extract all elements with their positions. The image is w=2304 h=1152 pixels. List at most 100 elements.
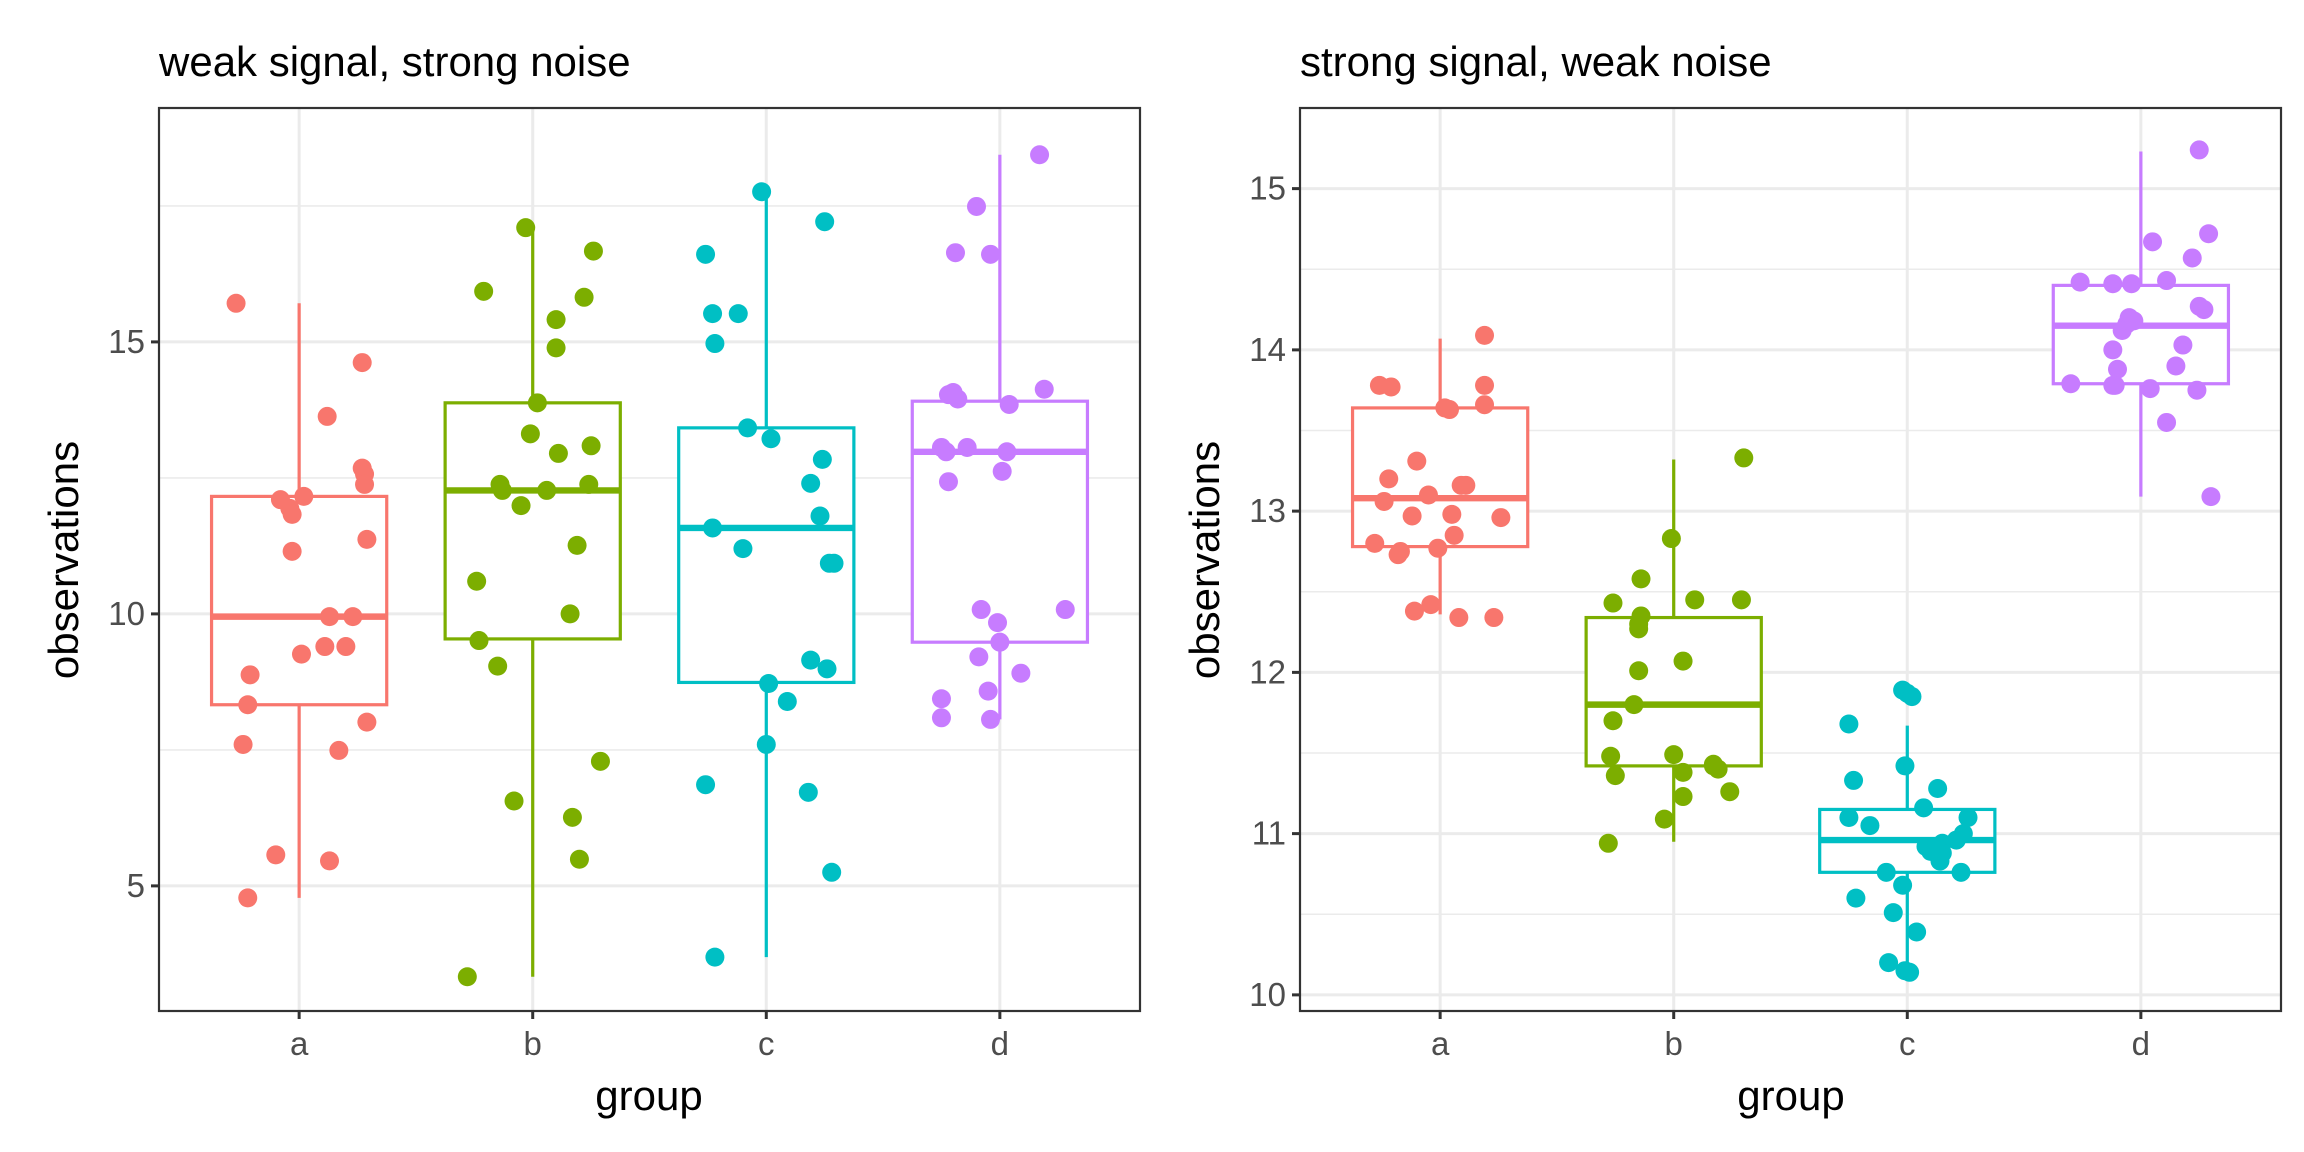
y-tick-label: 15: [108, 323, 145, 360]
data-point-a: [1374, 491, 1394, 511]
data-point-a: [1475, 325, 1495, 345]
data-point-b: [1673, 787, 1693, 807]
data-point-b: [469, 631, 489, 651]
data-point-d: [2189, 140, 2209, 160]
data-point-c: [1900, 962, 1920, 982]
data-point-d: [2187, 380, 2207, 400]
data-point-c: [1895, 756, 1915, 776]
data-point-b: [548, 443, 568, 463]
data-point-d: [2182, 248, 2202, 268]
data-point-a: [355, 474, 375, 494]
data-point-a: [226, 293, 246, 313]
data-point-c: [752, 182, 772, 202]
x-tick-label: b: [524, 1025, 542, 1062]
data-point-d: [2199, 224, 2219, 244]
panel-border: [1298, 106, 2283, 1013]
data-point-a: [233, 734, 253, 754]
y-axis-title: observations: [1181, 441, 1228, 679]
data-point-d: [997, 442, 1017, 462]
data-point-c: [798, 782, 818, 802]
data-point-c: [812, 449, 832, 469]
data-point-b: [1731, 590, 1751, 610]
data-point-a: [1381, 377, 1401, 397]
boxplot-b: [1584, 459, 1763, 842]
data-point-b: [1601, 746, 1621, 766]
marks: [209, 145, 1090, 987]
data-point-c: [801, 473, 821, 493]
y-tick-label: 5: [127, 867, 145, 904]
data-point-b: [590, 751, 610, 771]
data-point-d: [2108, 359, 2127, 379]
data-point-a: [240, 665, 260, 685]
data-point-a: [294, 486, 314, 506]
data-point-d: [971, 600, 991, 620]
data-point-b: [474, 281, 494, 301]
y-tick-label: 12: [1249, 653, 1286, 690]
data-point-b: [520, 424, 540, 444]
data-point-a: [282, 541, 302, 561]
data-point-d: [2173, 335, 2193, 355]
data-point-b: [1673, 651, 1693, 671]
data-point-c: [1839, 808, 1859, 827]
data-point-b: [1664, 745, 1684, 765]
data-point-d: [931, 708, 951, 728]
data-point-c: [705, 334, 725, 354]
data-point-b: [1654, 809, 1674, 829]
data-point-b: [511, 496, 531, 516]
data-point-c: [1958, 808, 1978, 827]
data-point-d: [988, 613, 1008, 633]
data-point-b: [574, 287, 594, 307]
data-point-d: [2061, 374, 2081, 394]
data-point-a: [1442, 504, 1462, 524]
data-point-c: [696, 775, 716, 795]
data-point-a: [317, 406, 337, 426]
data-point-c: [703, 304, 723, 324]
x-tick-label: d: [991, 1025, 1009, 1062]
data-point-a: [329, 740, 349, 760]
x-tick-label: a: [1431, 1025, 1450, 1062]
data-point-d: [2122, 274, 2142, 294]
data-point-d: [978, 681, 998, 701]
data-point-a: [320, 607, 340, 627]
data-point-a: [238, 695, 258, 715]
data-point-a: [1491, 508, 1511, 528]
data-point-d: [2103, 340, 2123, 360]
data-point-c: [705, 947, 725, 967]
data-point-b: [1685, 590, 1705, 610]
data-point-b: [1703, 754, 1723, 774]
data-point-d: [2103, 375, 2123, 395]
y-tick-label: 14: [1249, 331, 1286, 368]
data-point-b: [537, 480, 557, 500]
data-point-d: [981, 709, 1001, 729]
data-point-b: [1631, 569, 1651, 589]
data-point-a: [1388, 545, 1408, 565]
data-point-d: [957, 437, 977, 457]
data-point-c: [1930, 851, 1950, 871]
marks: [1350, 140, 2231, 982]
panel-border: [157, 106, 1142, 1013]
axes: 5 10 15 a b c d: [108, 323, 1009, 1062]
data-point-c: [696, 244, 716, 264]
data-point-d: [2070, 272, 2090, 292]
data-point-c: [1951, 862, 1971, 882]
data-point-b: [569, 849, 589, 869]
x-tick-label: c: [758, 1025, 775, 1062]
data-point-d: [2201, 487, 2221, 507]
data-point-c: [1879, 953, 1899, 973]
data-point-c: [1893, 875, 1913, 895]
y-tick-label: 10: [108, 595, 145, 632]
data-point-b: [1629, 619, 1649, 639]
data-point-c: [1907, 922, 1927, 942]
data-point-a: [1421, 595, 1441, 615]
data-point-a: [1484, 608, 1504, 628]
data-point-a: [1379, 469, 1399, 489]
data-point-c: [817, 659, 837, 679]
data-point-d: [967, 196, 986, 216]
data-point-b: [1629, 661, 1649, 681]
data-point-a: [1428, 538, 1448, 558]
data-point-a: [357, 529, 377, 549]
panel-title: strong signal, weak noise: [1300, 38, 1772, 85]
data-point-a: [343, 607, 363, 627]
data-point-c: [759, 674, 779, 694]
data-point-c: [810, 506, 830, 526]
